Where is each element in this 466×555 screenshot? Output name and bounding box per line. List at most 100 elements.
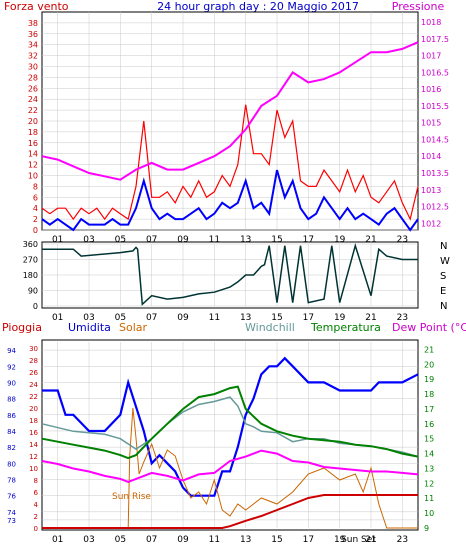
climate-x-tick-label: 07 <box>146 535 157 545</box>
wind-tick-label: 26 <box>28 84 38 93</box>
direction-tick-label: 270 <box>23 256 38 265</box>
pressure-tick-label: 1015.5 <box>421 102 449 111</box>
wind-pressure-panel: 24 hour graph day : 20 Maggio 2017 Forza… <box>4 0 449 245</box>
pressure-axis-ticks: 1012 1012.5 1013 1013.5 1014 1014.5 1015 1015.5… <box>421 18 449 228</box>
rain-tick-label: 10 <box>29 465 38 473</box>
temperature-tick-label: 12 <box>424 479 434 488</box>
wind-tick-label: 12 <box>28 161 38 170</box>
climate-x-tick-label: 03 <box>83 535 94 545</box>
wind-x-tick-label: 21 <box>365 235 376 245</box>
wind-tick-label: 30 <box>28 63 38 72</box>
climate-x-tick-label: 13 <box>240 535 251 545</box>
wind-series <box>41 41 419 232</box>
wind-tick-label: 16 <box>28 139 38 148</box>
climate-x-tick-label: 17 <box>303 535 314 545</box>
direction-axis-ticks: 0 90 180 270 360 <box>23 240 38 311</box>
direction-gridlines <box>42 243 418 307</box>
rain-tick-label: 28 <box>29 357 38 365</box>
rain-tick-label: 20 <box>29 405 38 413</box>
wind-tick-label: 38 <box>28 19 38 28</box>
rain-tick-label: 26 <box>29 369 38 377</box>
rain-tick-label: 14 <box>29 441 38 449</box>
compass-label: S <box>440 271 446 282</box>
direction-tick-label: 0 <box>33 302 38 311</box>
wind-x-tick-label: 17 <box>303 235 314 245</box>
temperature-tick-label: 17 <box>424 405 434 414</box>
wind-tick-label: 4 <box>33 204 38 213</box>
rain-label: Pioggia <box>2 321 42 334</box>
temperature-tick-label: 11 <box>424 494 434 503</box>
wind-tick-label: 22 <box>28 106 38 115</box>
humidity-tick-label: 86 <box>7 412 16 420</box>
rain-tick-label: 24 <box>29 381 38 389</box>
temperature-tick-label: 16 <box>424 420 434 429</box>
humidity-tick-label: 84 <box>7 428 16 436</box>
sunrise-annotation: Sun Rise <box>112 492 151 502</box>
direction-x-tick-label: 23 <box>397 313 408 323</box>
compass-label: E <box>440 286 446 297</box>
wind-label: Forza vento <box>4 0 69 13</box>
dew-point-line <box>41 449 419 483</box>
rain-total-line <box>42 494 418 529</box>
temperature-tick-label: 13 <box>424 464 434 473</box>
wind-tick-label: 36 <box>28 30 38 39</box>
wind-x-tick-label: 03 <box>83 235 94 245</box>
wind-tick-label: 24 <box>28 95 38 104</box>
temperature-tick-label: 14 <box>424 450 434 459</box>
pressure-tick-label: 1014.5 <box>421 135 449 144</box>
humidity-line <box>42 356 419 497</box>
rain-tick-label: 22 <box>29 393 38 401</box>
rain-tick-label: 4 <box>34 501 39 509</box>
direction-x-tick-label: 01 <box>52 313 63 323</box>
humidity-tick-label: 73 <box>7 517 16 525</box>
wind-tick-label: 32 <box>28 52 38 61</box>
direction-x-tick-label: 03 <box>83 313 94 323</box>
pressure-tick-label: 1017 <box>421 52 441 61</box>
humidity-tick-label: 90 <box>7 379 16 387</box>
temperature-tick-label: 9 <box>424 524 429 533</box>
wind-tick-label: 20 <box>28 117 38 126</box>
direction-x-tick-label: 15 <box>271 313 282 323</box>
climate-panel: Pioggia Umidita Solar Windchill Temperat… <box>2 321 466 545</box>
direction-x-tick-label: 07 <box>146 313 157 323</box>
wind-x-tick-label: 07 <box>146 235 157 245</box>
compass-label: N <box>440 301 447 312</box>
wind-tick-label: 14 <box>28 150 38 159</box>
pressure-line <box>41 41 419 181</box>
temperature-label: Temperatura <box>310 321 381 334</box>
direction-x-ticks: 01 03 05 07 09 11 13 15 17 19 21 23 <box>52 313 408 323</box>
climate-x-tick-label: 15 <box>271 535 282 545</box>
solar-label: Solar <box>119 321 148 334</box>
direction-x-tick-label: 13 <box>240 313 251 323</box>
humidity-tick-label: 92 <box>7 363 16 371</box>
rain-tick-label: 12 <box>29 453 38 461</box>
wind-tick-label: 34 <box>28 41 38 50</box>
rain-tick-label: 6 <box>34 489 39 497</box>
pressure-tick-label: 1018 <box>421 18 441 27</box>
wind-tick-label: 2 <box>33 215 38 224</box>
climate-x-tick-label: 21 <box>365 535 376 545</box>
humidity-label: Umidita <box>68 321 111 334</box>
wind-tick-label: 18 <box>28 128 38 137</box>
temperature-tick-label: 19 <box>424 375 434 384</box>
wind-tick-label: 10 <box>28 172 38 181</box>
temperature-tick-label: 20 <box>424 360 434 369</box>
solar-line <box>42 407 418 529</box>
climate-plot-area <box>41 339 419 531</box>
pressure-tick-label: 1015 <box>421 119 441 128</box>
climate-x-tick-label: 01 <box>52 535 63 545</box>
humidity-tick-label: 88 <box>7 396 16 404</box>
direction-x-tick-label: 05 <box>115 313 126 323</box>
temperature-tick-label: 18 <box>424 390 434 399</box>
wind-average-line <box>41 169 419 232</box>
wind-gridlines <box>42 12 418 231</box>
climate-series <box>41 356 419 529</box>
direction-tick-label: 180 <box>23 271 38 280</box>
humidity-tick-label: 74 <box>7 509 16 517</box>
chart-title: 24 hour graph day : 20 Maggio 2017 <box>157 0 359 13</box>
